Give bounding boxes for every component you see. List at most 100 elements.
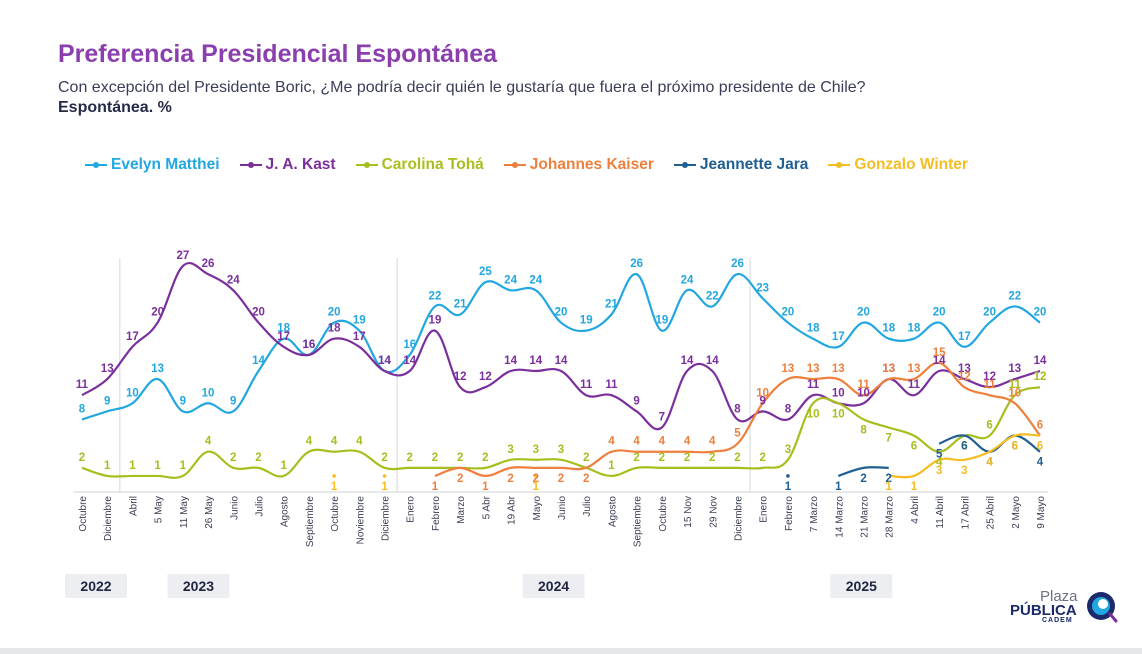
data-label: 10 (832, 408, 845, 420)
data-label: 20 (857, 307, 870, 319)
data-label: 20 (252, 307, 265, 319)
series-line (81, 386, 1041, 479)
data-label: 13 (151, 363, 164, 375)
x-tick-label: 7 Marzo (809, 496, 820, 533)
data-label: 9 (633, 395, 639, 407)
data-label: 3 (961, 465, 967, 477)
x-tick-label: Septiembre (305, 496, 316, 548)
x-tick-label: Octubre (78, 496, 89, 532)
data-label: 4 (608, 436, 615, 448)
x-tick-label: 29 Nov (708, 496, 719, 528)
data-label: 8 (785, 403, 792, 415)
x-tick-label: 14 Marzo (834, 496, 845, 538)
data-label: 1 (381, 481, 388, 493)
data-label: 2 (79, 452, 85, 464)
x-tick-label: 5 Abr (481, 495, 492, 519)
year-label-text: 2023 (183, 578, 214, 594)
data-labels: 1 1 1 1 1 3 3 4 6 6 (331, 441, 1043, 493)
year-label-bg (830, 574, 893, 598)
data-label: 4 (356, 436, 363, 448)
data-label: 23 (756, 282, 769, 294)
data-label: 2 (659, 452, 665, 464)
data-label: 13 (958, 363, 971, 375)
data-label: 7 (659, 412, 665, 424)
data-label: 2 (407, 452, 413, 464)
data-label: 12 (479, 371, 492, 383)
year-label-text: 2024 (538, 578, 569, 594)
data-label: 11 (580, 379, 593, 391)
data-label: 3 (558, 444, 564, 456)
data-label: 7 (886, 433, 892, 445)
data-label: 2 (381, 452, 387, 464)
data-label: 10 (807, 408, 820, 420)
x-tick-label: 5 May (154, 496, 165, 523)
data-label: 18 (908, 323, 921, 335)
data-label: 6 (961, 441, 967, 453)
data-label: 19 (655, 315, 668, 327)
x-tick-label: 15 Nov (683, 496, 694, 528)
data-label: 14 (529, 355, 542, 367)
data-label: 13 (1008, 363, 1021, 375)
data-label: 1 (533, 481, 540, 493)
legend-item: J. A. Kast (239, 156, 336, 174)
data-label: 4 (684, 436, 691, 448)
data-label: 13 (807, 363, 820, 375)
data-label: 17 (126, 331, 139, 343)
data-label: 14 (378, 355, 391, 367)
data-label: 11 (983, 379, 996, 391)
x-tick-label: Octubre (658, 496, 669, 532)
data-label: 1 (482, 481, 489, 493)
data-label: 2 (230, 452, 236, 464)
x-tick-label: Julio (254, 496, 265, 517)
x-tick-label: 28 Marzo (885, 496, 896, 538)
data-label: 8 (860, 424, 867, 436)
year-label: 2023 (167, 574, 230, 598)
data-label: 24 (504, 274, 517, 286)
series-point (382, 474, 387, 478)
chart-title: Preferencia Presidencial Espontánea (58, 40, 498, 68)
data-label: 21 (454, 299, 467, 311)
series-point (786, 474, 790, 478)
x-tick-label: Enero (406, 496, 417, 523)
x-tick-label: 25 Abril (986, 496, 997, 529)
logo-mark-icon (1087, 592, 1118, 623)
legend-label: Jeannette Jara (699, 156, 809, 173)
series-johannes-kaiser (434, 361, 1041, 478)
data-label: 16 (302, 339, 315, 351)
legend-item: Jeannette Jara (673, 156, 809, 174)
data-label: 1 (432, 481, 439, 493)
data-label: 4 (936, 457, 943, 469)
data-label: 1 (886, 481, 893, 493)
data-label: 2 (583, 473, 589, 485)
data-label: 1 (154, 460, 161, 472)
data-label: 12 (958, 371, 971, 383)
x-tick-label: Junio (229, 496, 240, 520)
x-tick-label: Mayo (532, 496, 543, 521)
series-point (332, 474, 336, 478)
data-label: 6 (911, 441, 917, 453)
data-label: 15 (933, 347, 946, 359)
data-label: 21 (605, 299, 618, 311)
series-line (837, 466, 889, 477)
data-label: 9 (230, 395, 236, 407)
data-label: 24 (529, 274, 542, 286)
data-label: 10 (857, 387, 870, 399)
data-label: 22 (429, 290, 442, 302)
data-label: 4 (633, 436, 640, 448)
legend-swatch (503, 162, 526, 168)
data-label: 2 (684, 452, 690, 464)
data-label: 19 (580, 315, 593, 327)
data-label: 1 (911, 481, 918, 493)
data-label: 4 (709, 436, 716, 448)
data-label: 2 (886, 473, 892, 485)
data-label: 6 (1012, 441, 1018, 453)
data-label: 20 (1034, 307, 1047, 319)
footer-bar (0, 648, 1142, 654)
chart-subtitle-note: Espontánea. % (58, 99, 172, 116)
data-label: 13 (832, 363, 845, 375)
data-label: 18 (807, 323, 820, 335)
data-label: 1 (608, 460, 615, 472)
